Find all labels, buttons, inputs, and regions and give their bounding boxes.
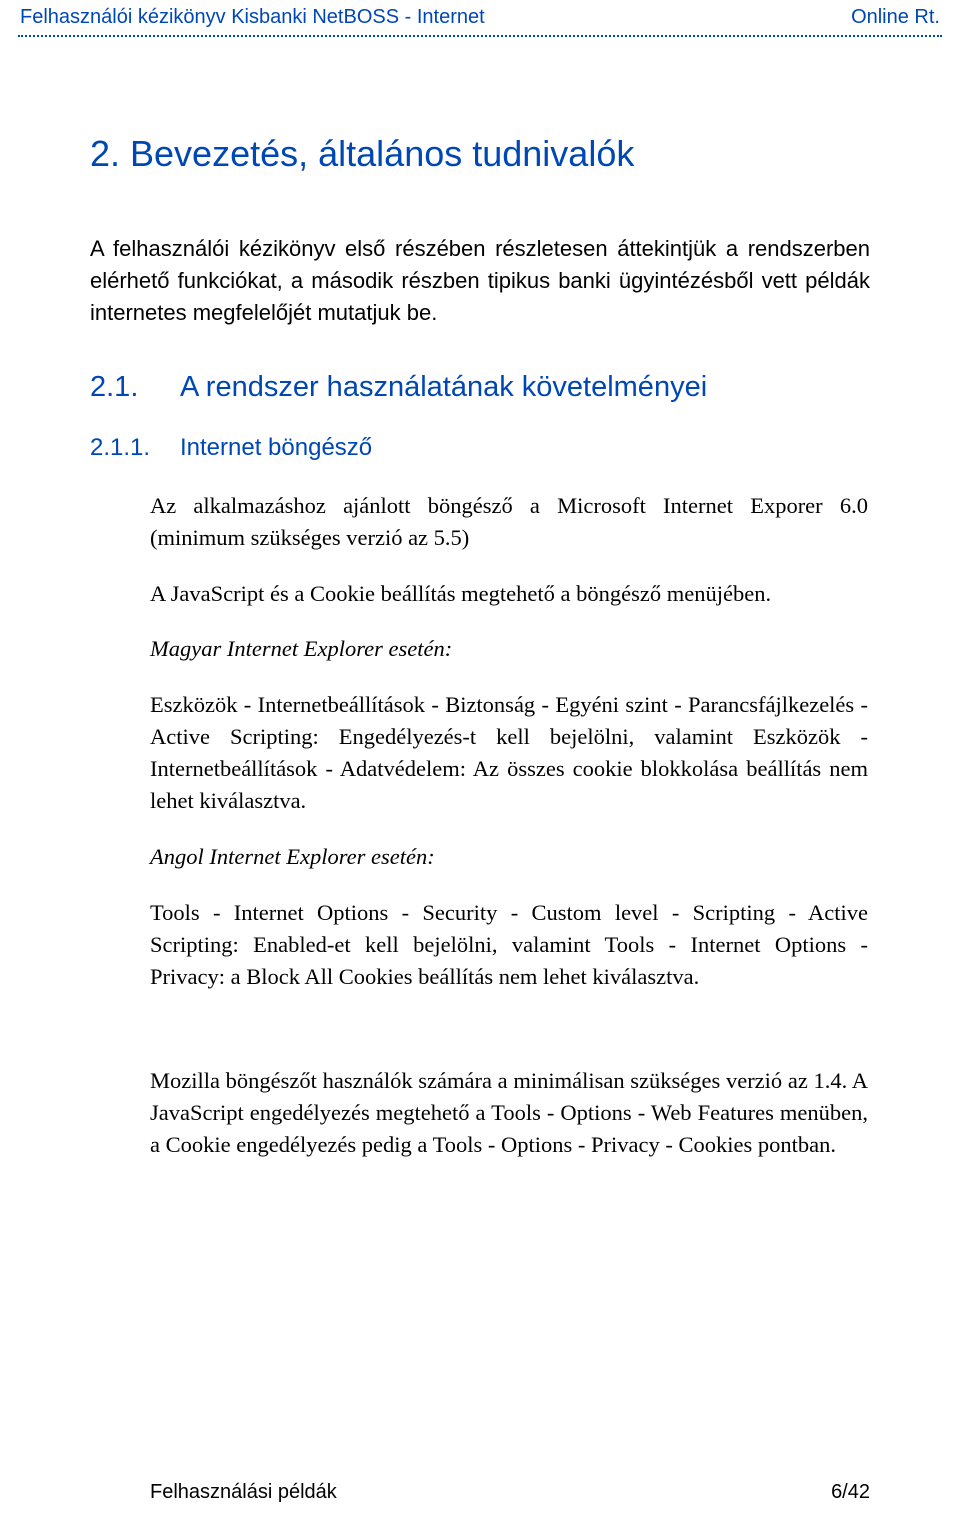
header-left: Felhasználói kézikönyv Kisbanki NetBOSS … [20,6,485,29]
header-right: Online Rt. [851,6,940,29]
footer-left: Felhasználási példák [150,1481,337,1504]
page-footer: Felhasználási példák 6/42 [0,1481,960,1504]
footer-right: 6/42 [831,1481,870,1504]
content-area: 2. Bevezetés, általános tudnivalók A fel… [0,133,960,1161]
section-title-h2: 2.1. A rendszer használatának követelmén… [90,371,870,404]
paragraph: A JavaScript és a Cookie beállítás megte… [150,578,868,610]
paragraph-italic: Magyar Internet Explorer esetén: [150,633,868,665]
paragraph-italic: Angol Internet Explorer esetén: [150,841,868,873]
h2-number: 2.1. [90,371,180,404]
paragraph: Tools - Internet Options - Security - Cu… [150,897,868,993]
h3-text: Internet böngésző [180,434,372,462]
page-header: Felhasználói kézikönyv Kisbanki NetBOSS … [0,0,960,33]
intro-paragraph: A felhasználói kézikönyv első részében r… [90,233,870,329]
header-divider [18,35,942,37]
page: Felhasználói kézikönyv Kisbanki NetBOSS … [0,0,960,1522]
body-block: Az alkalmazáshoz ajánlott böngésző a Mic… [90,490,870,1161]
h3-number: 2.1.1. [90,434,180,462]
paragraph: Eszközök - Internetbeállítások - Biztons… [150,689,868,817]
section-title-h1: 2. Bevezetés, általános tudnivalók [90,133,870,175]
h2-text: A rendszer használatának követelményei [180,371,707,404]
section-title-h3: 2.1.1. Internet böngésző [90,434,870,462]
paragraph: Az alkalmazáshoz ajánlott böngésző a Mic… [150,490,868,554]
paragraph: Mozilla böngészőt használók számára a mi… [150,1065,868,1161]
